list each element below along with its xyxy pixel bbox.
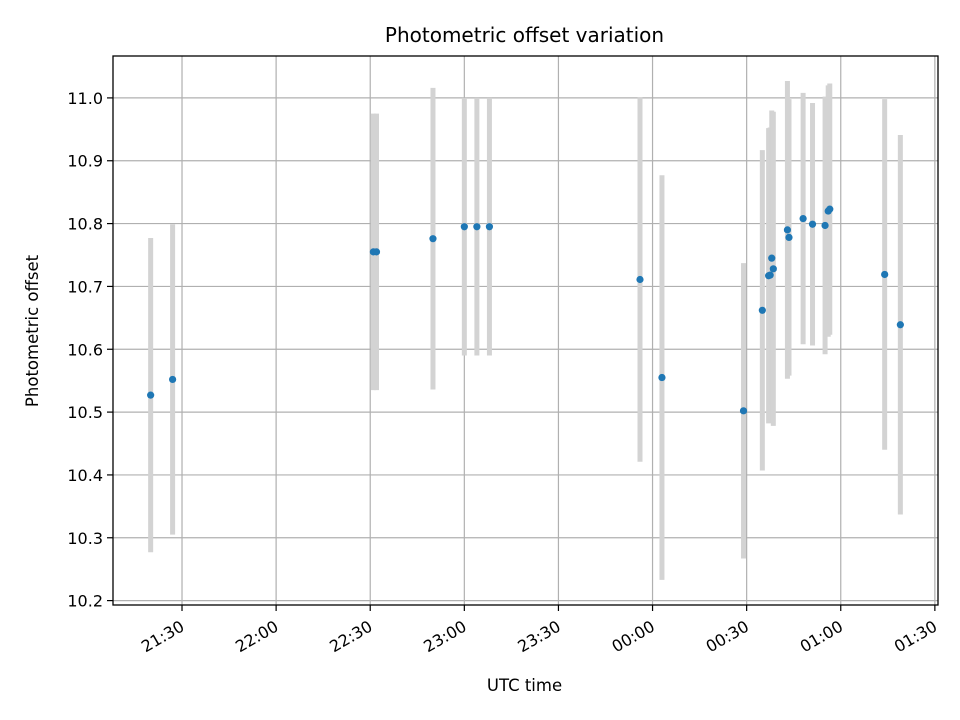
data-point: [372, 248, 381, 256]
y-tick-label: 10.8: [67, 215, 103, 234]
data-point: [473, 223, 481, 231]
data-point: [896, 321, 904, 329]
data-point: [785, 233, 793, 242]
data-point: [783, 226, 792, 234]
y-tick-label: 10.2: [67, 592, 103, 611]
data-point: [485, 223, 494, 231]
data-point: [808, 220, 817, 228]
data-point: [826, 205, 834, 213]
data-point: [769, 265, 777, 273]
y-tick-label: 10.9: [67, 152, 103, 171]
data-point: [739, 407, 748, 415]
chart-title: Photometric offset variation: [385, 23, 664, 47]
data-point: [429, 235, 437, 243]
y-tick-label: 10.4: [67, 466, 103, 485]
y-axis: 10.2 10.3 10.4 10.5 10.6 10.7 10.8 10.9 11.0: [67, 89, 113, 611]
data-point: [169, 375, 177, 384]
x-axis-title: UTC time: [487, 676, 562, 695]
data-point: [821, 221, 829, 230]
plot-area-frame: [112, 55, 939, 606]
data-point: [881, 270, 889, 279]
data-point: [768, 254, 776, 262]
y-tick-label: 10.3: [67, 529, 103, 548]
data-point: [147, 391, 155, 399]
y-axis-title: Photometric offset: [23, 254, 42, 407]
data-point: [766, 271, 774, 279]
y-tick-label: 11.0: [67, 89, 103, 108]
data-point: [460, 223, 468, 231]
y-tick-label: 10.6: [67, 340, 103, 359]
data-point: [758, 306, 766, 314]
y-tick-label: 10.5: [67, 403, 103, 422]
data-point: [658, 373, 666, 382]
y-tick-label: 10.7: [67, 277, 103, 296]
data-points: [147, 205, 904, 415]
data-point: [799, 214, 807, 223]
data-point: [636, 275, 644, 284]
